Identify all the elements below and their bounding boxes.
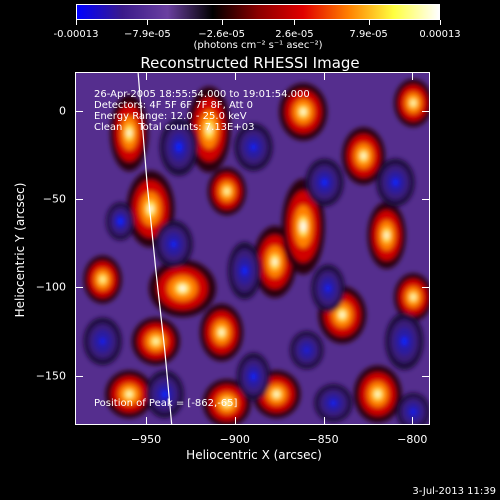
heatmap-image (76, 73, 429, 424)
colorbar-tick (76, 20, 77, 25)
x-tick (234, 417, 236, 425)
heatmap-blob (127, 129, 131, 137)
colorbar-tick-label: -0.00013 (53, 29, 99, 40)
y-axis-label: Heliocentric Y (arcsec) (13, 182, 27, 318)
heatmap-blob (117, 217, 124, 226)
colorbar-tick (368, 20, 370, 25)
heatmap-blob (250, 372, 257, 381)
heatmap-blob (127, 392, 132, 397)
heatmap-blob (411, 101, 415, 105)
heatmap-blob (361, 153, 366, 159)
x-tick (146, 72, 147, 80)
heatmap-blob (101, 278, 104, 281)
heatmap-blob (301, 109, 306, 115)
heatmap-blob (250, 143, 257, 151)
solar-limb-line (137, 73, 173, 424)
heatmap-blob (274, 392, 279, 397)
chart-title: Reconstructed RHESSI Image (140, 54, 360, 72)
colorbar-tick-label: 0.00013 (419, 29, 461, 40)
x-tick-label: −800 (397, 433, 428, 446)
colorbar-tick-label: 2.6e-05 (275, 29, 314, 40)
colorbar-tick-label: −2.6e-05 (198, 29, 245, 40)
heatmap-blob (325, 284, 331, 292)
y-tick (75, 375, 83, 377)
heatmap-blob (224, 401, 229, 405)
heatmap-blob (272, 258, 277, 266)
plot-area: 26-Apr-2005 18:55:54.000 to 19:01:54.000… (75, 72, 430, 425)
heatmap-blob (179, 285, 186, 292)
x-tick-label: −950 (130, 433, 162, 446)
y-tick (75, 199, 83, 201)
heatmap-blob (225, 189, 229, 193)
y-tick-label: −100 (35, 280, 66, 294)
heatmap-blob (375, 391, 380, 397)
annotation-time: 26-Apr-2005 18:55:54.000 to 19:01:54.000 (94, 89, 310, 100)
heatmap-blob (154, 339, 158, 343)
x-tick-label: −850 (308, 433, 339, 446)
heatmap-blob (170, 240, 177, 248)
annotation-energy: Energy Range: 12.0 - 25.0 keV (94, 111, 247, 122)
heatmap-blob (100, 338, 106, 345)
annotation-peak: Position of Peak = [-862,-65] (94, 398, 238, 409)
heatmap-blob (330, 400, 337, 406)
y-tick-label: 0 (59, 104, 66, 118)
colorbar-tick (221, 20, 223, 25)
y-tick (422, 110, 430, 112)
colorbar-tick (294, 20, 296, 25)
y-tick (75, 287, 83, 289)
colorbar (76, 4, 440, 20)
heatmap-blob (207, 126, 211, 133)
annotation-detectors: Detectors: 4F 5F 6F 7F 8F, Att 0 (94, 100, 254, 111)
heatmap-blob (241, 265, 248, 276)
x-tick (412, 72, 414, 80)
heatmap-blob (392, 178, 399, 187)
heatmap-blob (300, 221, 306, 233)
annotation-clean: Clean Total counts: 7.13E+03 (94, 122, 255, 133)
y-tick-label: −150 (35, 369, 66, 383)
heatmap-blob (384, 232, 389, 239)
x-tick (323, 72, 325, 80)
heatmap-blob (219, 329, 224, 336)
heatmap-blob (410, 409, 416, 415)
y-tick (422, 287, 430, 289)
x-tick-label: −900 (219, 433, 250, 446)
colorbar-units: (photons cm⁻² s⁻¹ asec⁻²) (193, 40, 323, 51)
colorbar-tick-label: 7.9e-05 (349, 29, 388, 40)
colorbar-tick (147, 20, 149, 25)
y-tick-label: −50 (42, 192, 66, 206)
heatmap-blob (304, 347, 309, 353)
x-tick (323, 417, 325, 425)
colorbar-tick (440, 20, 441, 25)
x-axis-label: Heliocentric X (arcsec) (186, 448, 322, 462)
y-tick (422, 375, 430, 377)
heatmap-blob (175, 141, 183, 153)
y-tick (75, 110, 83, 112)
x-tick (234, 72, 236, 80)
heatmap-blob (161, 390, 168, 399)
colorbar-tick-label: −7.9e-05 (124, 29, 171, 40)
x-tick (412, 417, 414, 425)
heatmap-blob (411, 295, 415, 300)
heatmap-blob (321, 178, 328, 187)
timestamp: 3-Jul-2013 11:39 (412, 486, 496, 497)
y-tick (422, 199, 430, 201)
x-tick (146, 417, 147, 425)
heatmap-blob (401, 336, 408, 347)
heatmap-blob (340, 312, 345, 318)
